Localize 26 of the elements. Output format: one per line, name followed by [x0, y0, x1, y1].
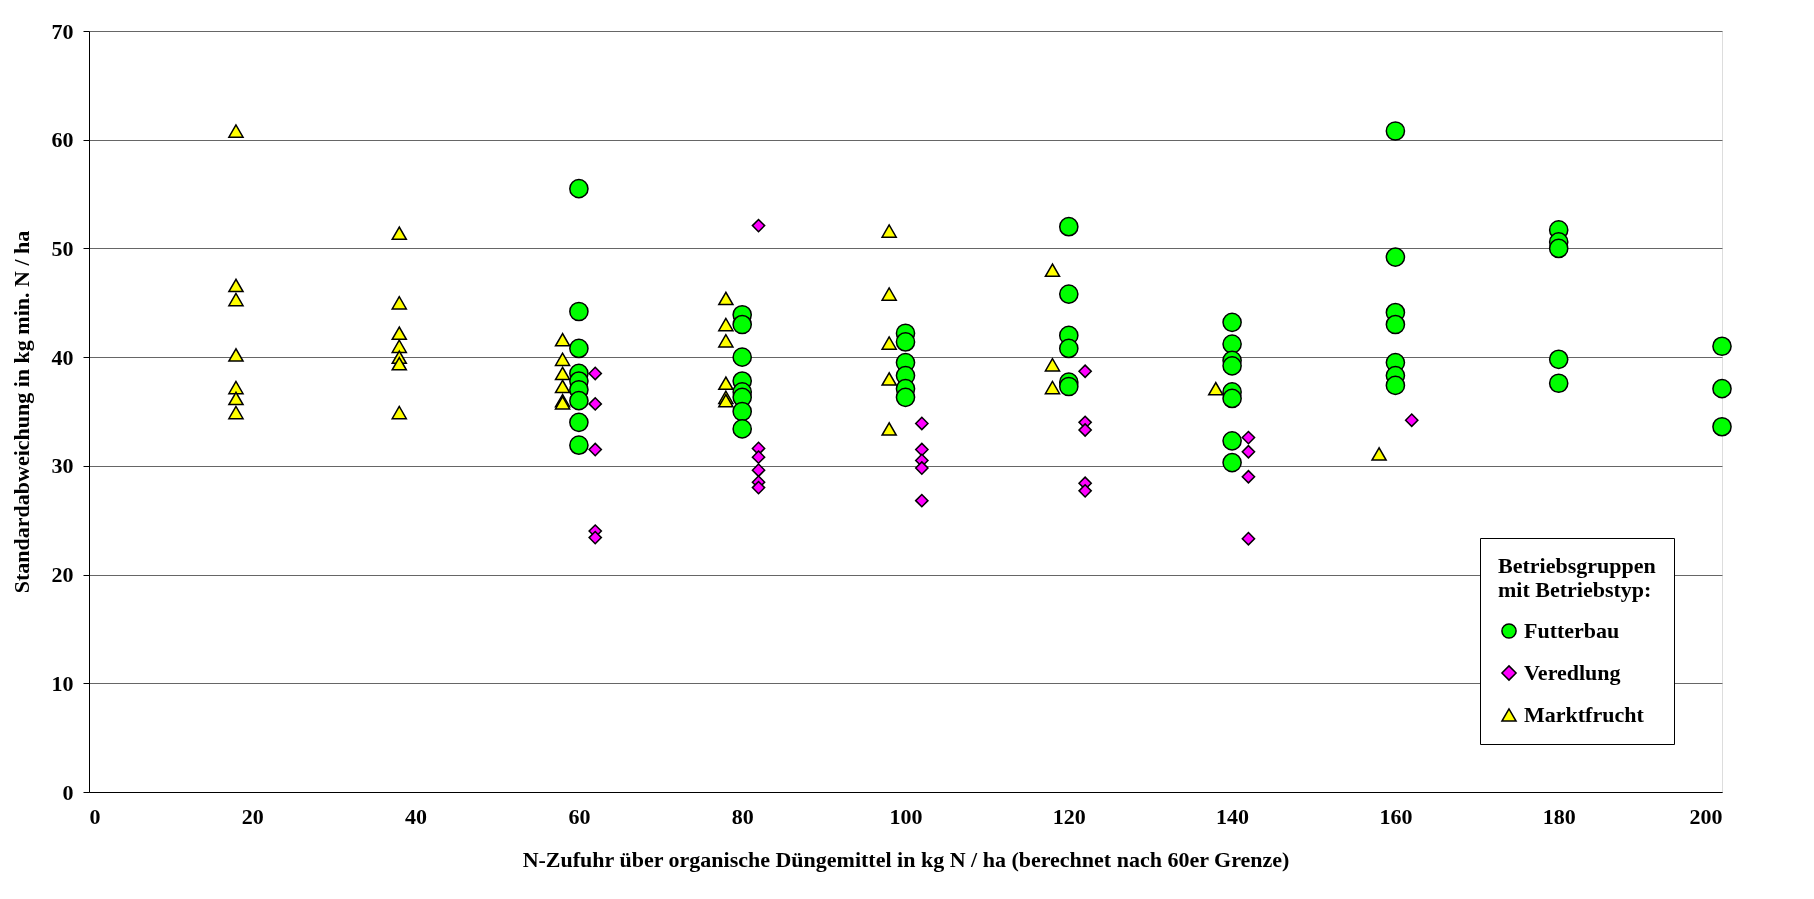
x-tick-label: 40: [405, 803, 428, 829]
x-tick-label: 80: [731, 803, 754, 829]
legend-label: Marktfrucht: [1524, 702, 1645, 727]
legend-label: Veredlung: [1524, 660, 1621, 685]
text: mit Betriebstyp:: [1498, 577, 1652, 602]
x-tick-label: 20: [241, 803, 264, 829]
y-tick-label: 30: [51, 453, 74, 479]
x-axis-title: N-Zufuhr über organische Düngemittel in kg N / ha (berechnet nach 60er Grenze): [522, 846, 1290, 872]
y-tick-label: 40: [51, 344, 74, 370]
y-tick-label: 50: [51, 235, 74, 261]
x-tick-label: 140: [1216, 803, 1250, 829]
legend-label: Futterbau: [1524, 618, 1620, 643]
y-tick-label: 0: [62, 779, 74, 805]
x-tick-label: 120: [1052, 803, 1086, 829]
x-tick-label: 200: [1689, 803, 1723, 829]
x-tick-label: 60: [568, 803, 591, 829]
x-tick-label: 160: [1379, 803, 1413, 829]
y-tick-label: 70: [51, 18, 74, 44]
x-tick-label: 100: [889, 803, 923, 829]
y-tick-label: 20: [51, 562, 74, 588]
y-tick-label: 10: [51, 670, 74, 696]
y-tick-label: 60: [51, 127, 74, 153]
text: Betriebsgruppen: [1498, 553, 1656, 578]
y-axis-title: Standardabweichung in kg min. N / ha: [8, 230, 34, 594]
x-tick-label: 180: [1542, 803, 1576, 829]
x-tick-label: 0: [89, 803, 101, 829]
